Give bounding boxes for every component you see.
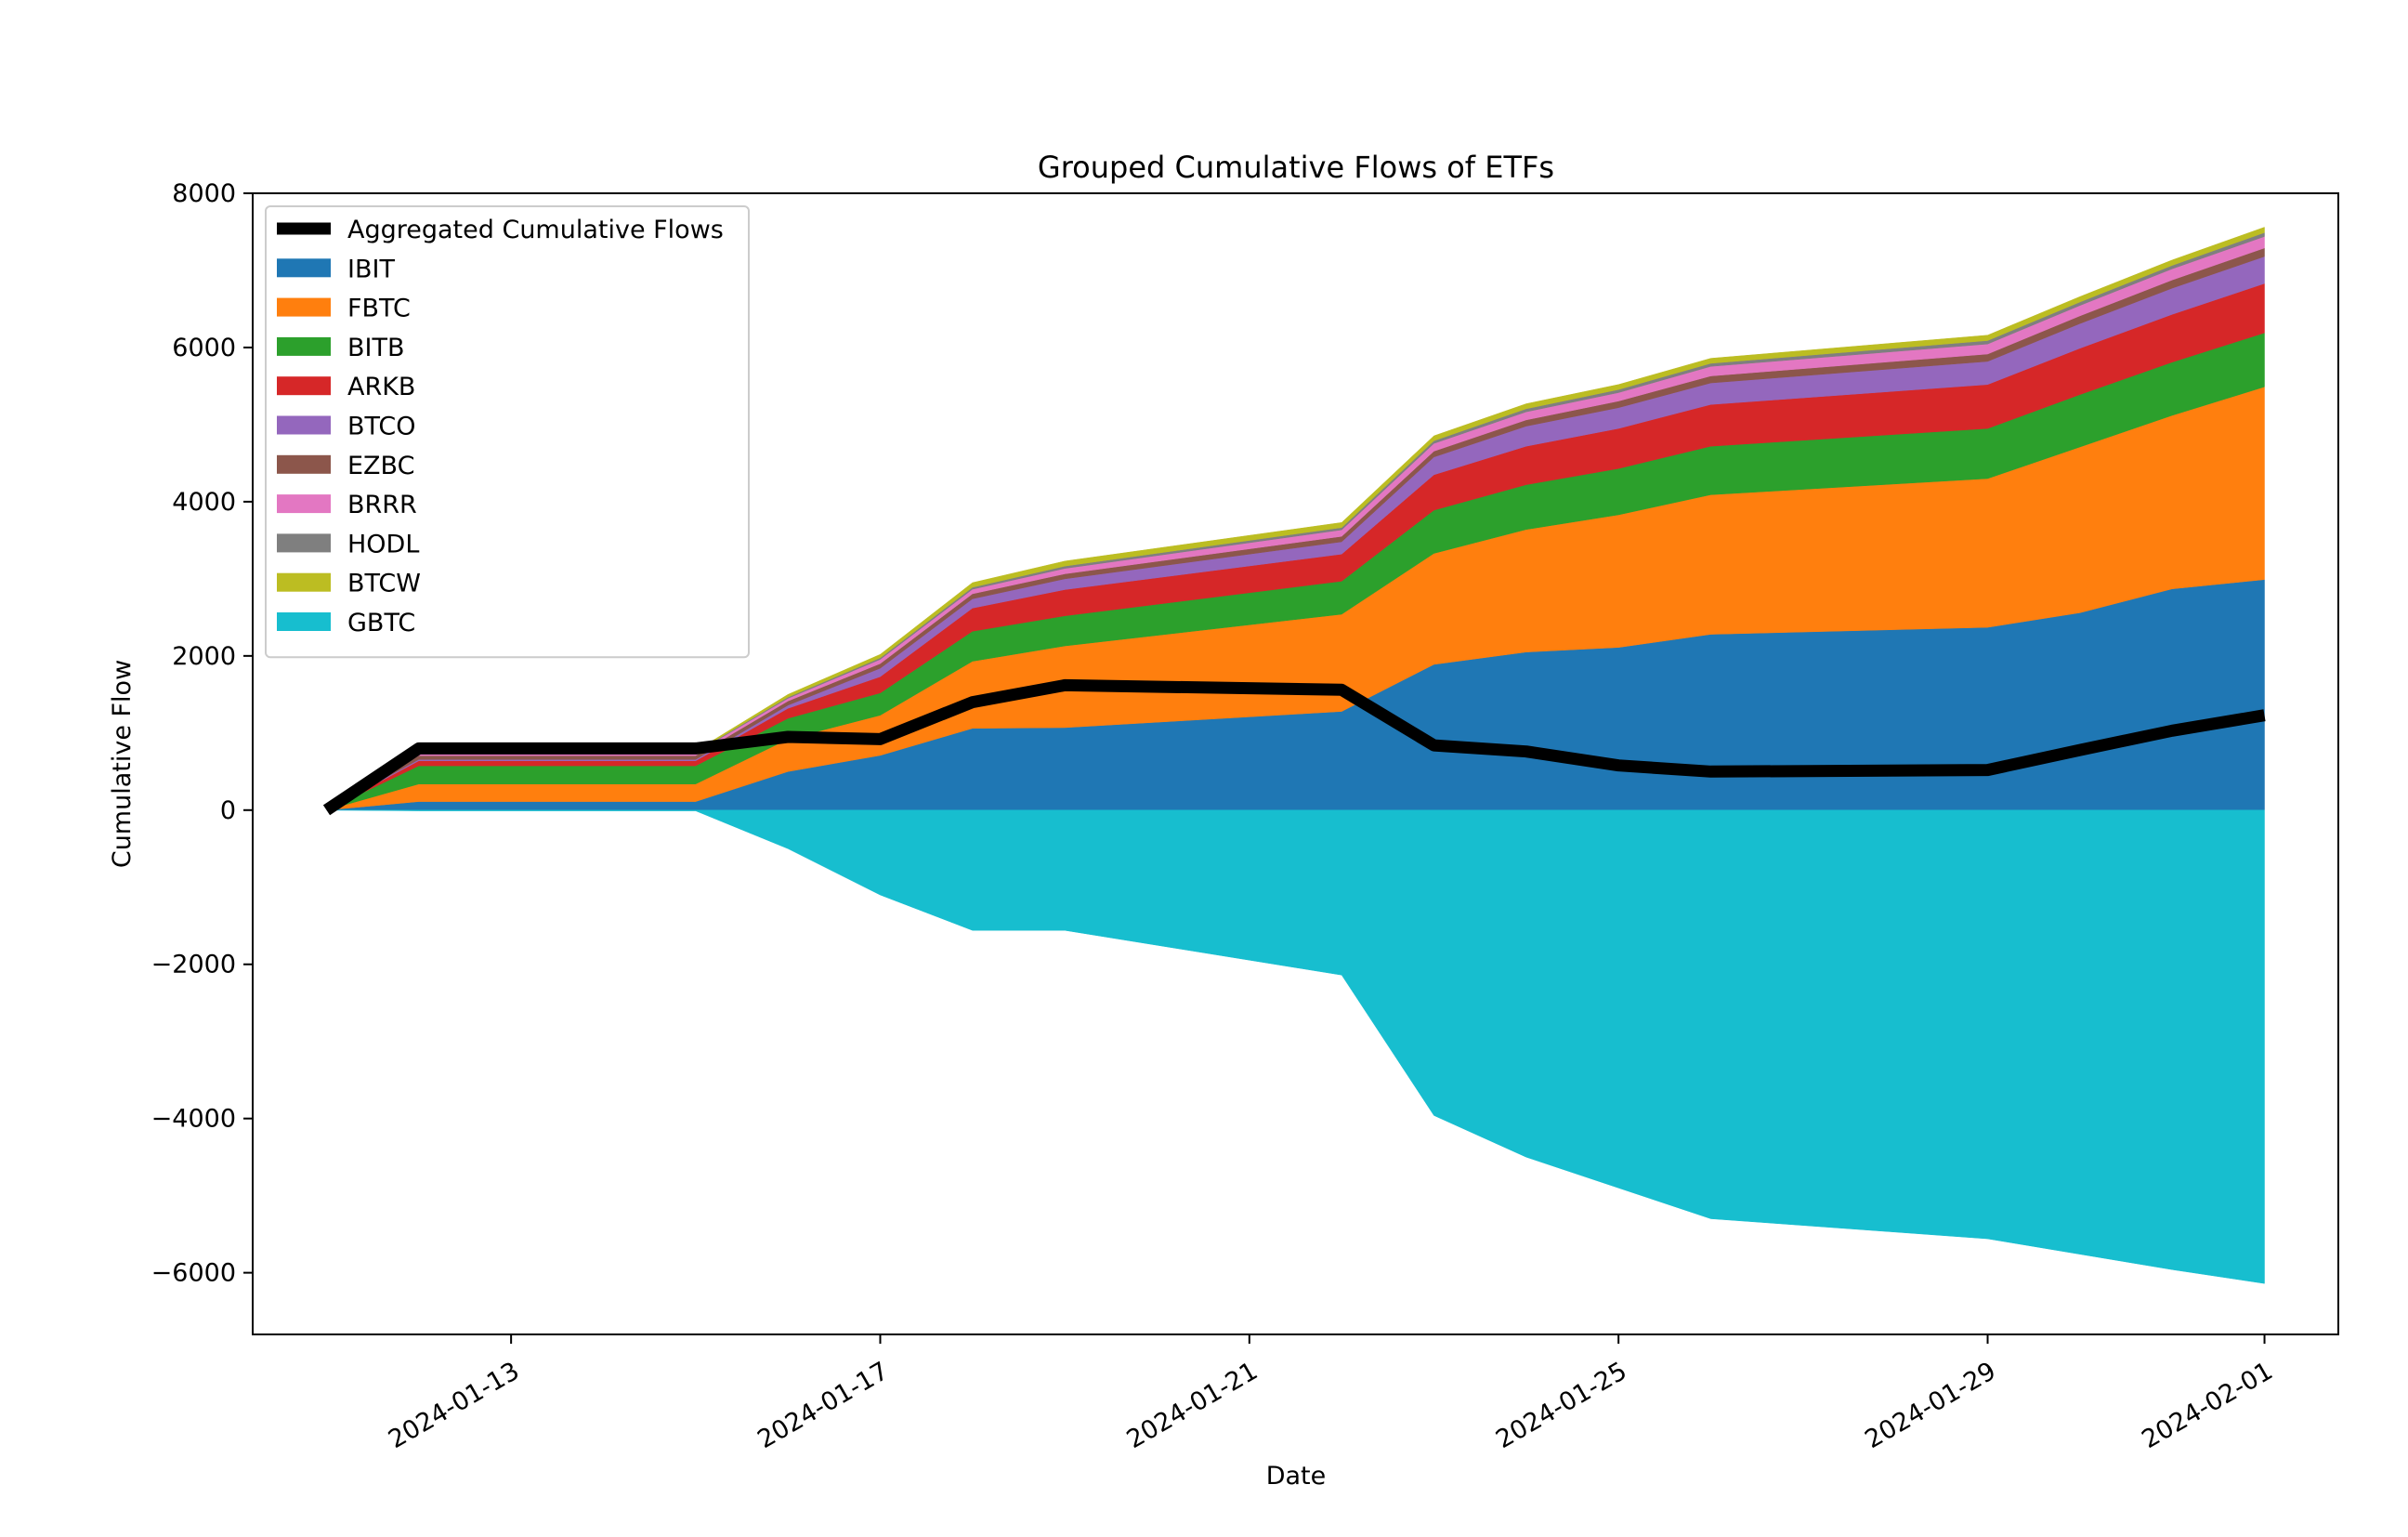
y-tick-label: 6000: [172, 334, 236, 362]
legend-label-aggregated-cumulative-flows: Aggregated Cumulative Flows: [347, 216, 724, 244]
legend-label-hodl: HODL: [347, 530, 419, 558]
y-tick-label: −6000: [151, 1259, 236, 1288]
legend-swatch-gbtc: [277, 612, 331, 631]
legend-label-arkb: ARKB: [347, 373, 415, 401]
legend-swatch-arkb: [277, 376, 331, 396]
y-tick-label: −2000: [151, 951, 236, 979]
legend-label-ezbc: EZBC: [347, 452, 414, 480]
y-tick-label: −4000: [151, 1105, 236, 1134]
y-axis-label: Cumulative Flow: [108, 660, 137, 868]
chart-title: Grouped Cumulative Flows of ETFs: [1038, 150, 1554, 185]
legend-label-bitb: BITB: [347, 334, 405, 362]
y-tick-label: 4000: [172, 488, 236, 517]
x-axis-label: Date: [1266, 1462, 1327, 1491]
legend-label-fbtc: FBTC: [347, 295, 411, 323]
y-tick-label: 0: [220, 796, 236, 825]
legend-swatch-ibit: [277, 258, 331, 278]
y-tick-label: 8000: [172, 179, 236, 208]
y-axis: −6000 −4000 −2000 0 2000 4000 6000 8000: [151, 179, 253, 1288]
plot-frame: [252, 192, 2339, 1335]
line-aggregated-cumulative-flows: [322, 678, 2266, 816]
legend-swatch-ezbc: [277, 454, 331, 474]
plot-line-layer: [322, 678, 2266, 816]
legend-swatch-fbtc: [277, 297, 331, 317]
y-tick-label: 2000: [172, 642, 236, 671]
legend-label-brrr: BRRR: [347, 491, 417, 519]
legend: Aggregated Cumulative Flows IBIT FBTC BITB A…: [265, 205, 750, 659]
legend-swatch-btco: [277, 415, 331, 435]
legend-box: [265, 205, 750, 659]
legend-swatch-brrr: [277, 494, 331, 514]
legend-swatch-bitb: [277, 336, 331, 356]
legend-label-btcw: BTCW: [347, 570, 421, 598]
legend-swatch-btcw: [277, 572, 331, 592]
legend-label-btco: BTCO: [347, 413, 416, 441]
legend-swatch-hodl: [277, 533, 331, 553]
legend-label-gbtc: GBTC: [347, 609, 415, 637]
legend-label-ibit: IBIT: [347, 255, 395, 283]
area-gbtc: [326, 809, 2265, 1284]
